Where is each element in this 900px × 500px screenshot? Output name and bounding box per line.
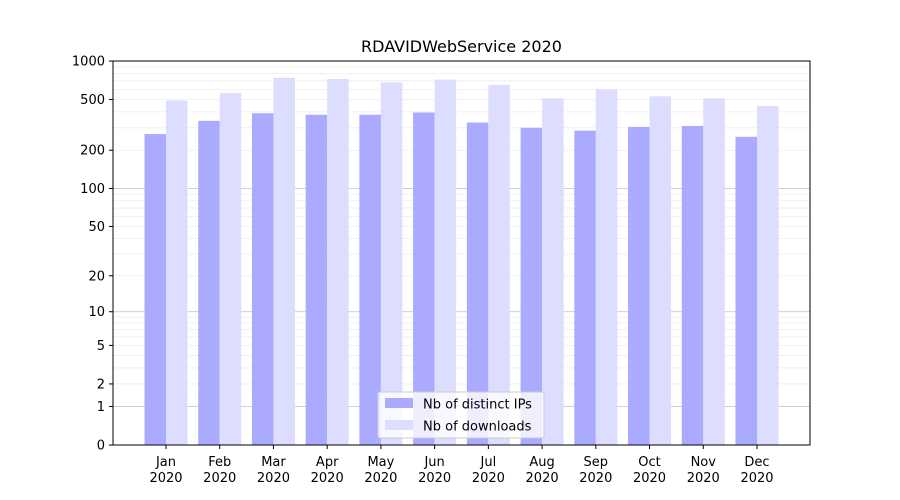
x-tick-label-month: Nov — [691, 455, 717, 470]
x-tick-label-month: May — [367, 455, 394, 470]
y-tick-label: 500 — [80, 93, 105, 108]
bar-downloads — [380, 82, 403, 445]
y-tick-label: 20 — [88, 269, 105, 284]
x-tick-label-year: 2020 — [149, 471, 182, 486]
bar-downloads — [703, 98, 725, 445]
bar-distinct-ips — [413, 112, 435, 445]
x-tick-label-year: 2020 — [687, 471, 720, 486]
plot-frame — [112, 60, 811, 446]
x-tick-label-year: 2020 — [418, 471, 451, 486]
bar-downloads — [595, 89, 618, 445]
x-tick-label-year: 2020 — [579, 471, 612, 486]
y-tick-label: 1000 — [72, 55, 105, 70]
y-tick-label: 10 — [88, 305, 105, 320]
bars — [144, 77, 779, 446]
bar-distinct-ips — [735, 136, 757, 445]
y-tick-label: 100 — [80, 182, 105, 197]
y-tick-label: 200 — [80, 144, 105, 159]
bar-downloads — [219, 93, 242, 446]
bar-downloads — [757, 105, 779, 445]
y-tick-label: 0 — [97, 439, 105, 454]
bar-distinct-ips — [198, 120, 220, 445]
x-tick-label-year: 2020 — [257, 471, 290, 486]
bar-distinct-ips — [520, 127, 543, 446]
x-tick-label-month: Jan — [155, 455, 176, 470]
chart-title: RDAVIDWebService 2020 — [361, 37, 562, 56]
bar-distinct-ips — [574, 130, 596, 446]
legend-box — [377, 391, 545, 439]
bar-distinct-ips — [144, 134, 166, 446]
bar-downloads — [649, 96, 672, 445]
x-tick-label-year: 2020 — [203, 471, 236, 486]
legend: Nb of distinct IPs Nb of downloads — [377, 391, 545, 439]
legend-swatch-downloads — [385, 420, 413, 430]
legend-label-distinct-ips: Nb of distinct IPs — [423, 398, 532, 413]
y-tick-label: 50 — [88, 220, 105, 235]
bar-downloads — [166, 100, 188, 445]
x-tick-label-month: Mar — [261, 455, 286, 470]
x-tick-label-year: 2020 — [364, 471, 397, 486]
bar-downloads — [273, 77, 295, 445]
bar-distinct-ips — [628, 126, 650, 445]
x-tick-label-month: Aug — [529, 455, 554, 470]
x-tick-label-year: 2020 — [311, 471, 344, 486]
bar-downloads — [434, 79, 457, 446]
bar-distinct-ips — [305, 114, 328, 446]
bar-downloads — [488, 84, 510, 446]
x-tick-label-month: Jul — [480, 455, 497, 470]
x-tick-label-month: Apr — [316, 455, 339, 470]
y-axis: 0 1 2 5 10 20 50 100 200 500 1000 — [72, 55, 113, 454]
bar-distinct-ips — [681, 125, 704, 445]
x-tick-label-year: 2020 — [472, 471, 505, 486]
bar-distinct-ips — [466, 122, 489, 446]
bar-downloads — [542, 98, 564, 445]
x-tick-label-month: Sep — [584, 455, 609, 470]
bar-distinct-ips — [251, 113, 274, 445]
x-tick-label-year: 2020 — [633, 471, 666, 486]
legend-label-downloads: Nb of downloads — [423, 420, 532, 435]
bar-distinct-ips — [359, 114, 381, 446]
x-tick-label-year: 2020 — [740, 471, 773, 486]
x-tick-label-month: Jun — [423, 455, 444, 470]
bar-downloads — [327, 78, 349, 445]
x-axis: Jan2020Feb2020Mar2020Apr2020May2020Jun20… — [149, 445, 774, 486]
y-tick-label: 5 — [97, 339, 105, 354]
x-tick-label-month: Oct — [638, 455, 660, 470]
legend-swatch-distinct-ips — [385, 398, 413, 408]
x-tick-label-year: 2020 — [526, 471, 559, 486]
y-tick-label: 2 — [97, 377, 105, 392]
y-tick-label: 1 — [97, 400, 105, 415]
x-tick-label-month: Feb — [208, 455, 231, 470]
x-tick-label-month: Dec — [744, 455, 769, 470]
